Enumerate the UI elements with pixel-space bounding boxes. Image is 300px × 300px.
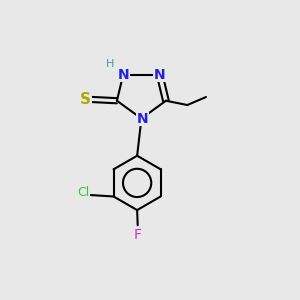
Text: H: H [106,59,115,69]
Text: S: S [80,92,91,107]
Text: N: N [137,112,149,125]
Text: F: F [134,228,142,242]
Text: Cl: Cl [77,186,90,199]
Text: N: N [117,68,129,82]
Text: N: N [154,68,165,82]
